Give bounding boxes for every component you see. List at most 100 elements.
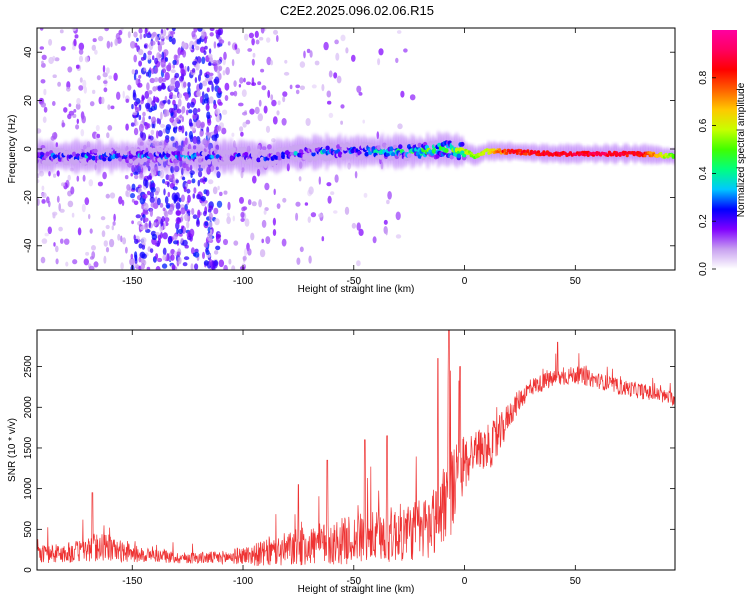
noise-point (48, 56, 54, 65)
noise-point (229, 91, 235, 96)
noise-point (149, 77, 155, 84)
noise-point (164, 72, 170, 81)
noise-point (208, 179, 214, 185)
noise-point (84, 56, 89, 63)
noise-point (155, 36, 159, 43)
noise-point (192, 193, 196, 199)
ridge-point (238, 156, 243, 161)
noise-point (131, 183, 136, 191)
noise-point (323, 41, 329, 51)
noise-point (70, 186, 75, 195)
noise-point (255, 39, 260, 45)
ridge-point (275, 151, 281, 157)
x-tick-label: -150 (122, 576, 142, 587)
noise-point (176, 251, 181, 256)
noise-point (40, 256, 46, 264)
noise-point (89, 228, 93, 234)
x-tick-label: -150 (122, 276, 142, 287)
noise-point (202, 80, 208, 87)
noise-point (228, 258, 232, 265)
noise-point (148, 31, 151, 35)
noise-point (223, 190, 228, 195)
ridge-point (391, 152, 396, 157)
noise-point (187, 86, 191, 95)
ridge-point (433, 140, 438, 145)
noise-point (78, 42, 85, 51)
noise-point (71, 212, 75, 218)
noise-point (247, 199, 252, 206)
ridge-point (274, 159, 279, 164)
noise-point (272, 217, 276, 226)
noise-point (201, 31, 205, 40)
noise-point (169, 117, 175, 123)
noise-point (299, 61, 306, 68)
noise-point (240, 131, 244, 137)
noise-point (170, 254, 175, 261)
noise-point (178, 233, 183, 237)
noise-point (172, 59, 177, 66)
noise-point (201, 91, 205, 99)
noise-point (88, 179, 94, 187)
ridge-point (259, 156, 265, 162)
noise-point (205, 131, 211, 136)
noise-point (239, 196, 244, 204)
noise-point (156, 240, 160, 247)
noise-point (308, 255, 312, 264)
noise-point (182, 49, 187, 58)
colorbar-scale (712, 30, 737, 269)
ridge-point (45, 151, 50, 157)
noise-point (231, 265, 236, 270)
noise-point (66, 86, 71, 92)
noise-point (265, 236, 271, 245)
noise-point (157, 197, 161, 206)
noise-point (225, 66, 230, 76)
noise-point (197, 209, 201, 219)
noise-point (203, 210, 207, 217)
noise-point (166, 204, 170, 209)
noise-point (40, 102, 46, 108)
noise-point (191, 178, 196, 184)
noise-point (304, 202, 309, 206)
noise-point (177, 256, 182, 265)
noise-point (245, 119, 251, 125)
noise-point (174, 80, 180, 89)
noise-point (131, 104, 134, 110)
noise-point (173, 251, 178, 257)
noise-point (273, 29, 278, 35)
noise-point (179, 114, 183, 119)
noise-point (75, 103, 81, 110)
spectrogram-ridge (37, 130, 675, 177)
noise-point (187, 179, 192, 185)
noise-point (180, 68, 186, 75)
noise-point (223, 51, 227, 60)
noise-point (233, 90, 238, 97)
noise-point (257, 113, 263, 122)
noise-point (162, 247, 167, 256)
noise-point (218, 65, 223, 72)
noise-point (213, 63, 218, 72)
ridge-point (247, 158, 252, 164)
noise-point (192, 214, 198, 219)
noise-point (252, 175, 257, 184)
noise-point (195, 63, 199, 71)
noise-point (340, 104, 345, 109)
noise-point (400, 90, 405, 98)
noise-point (155, 253, 159, 260)
noise-point (67, 174, 71, 181)
noise-point (395, 211, 401, 221)
noise-point (181, 125, 185, 134)
noise-point (194, 77, 198, 83)
noise-point (254, 106, 260, 115)
noise-point (241, 89, 247, 97)
ridge-point (503, 148, 507, 152)
noise-point (328, 70, 333, 78)
noise-point (143, 217, 149, 223)
noise-point (138, 123, 144, 133)
noise-point (176, 228, 179, 235)
ridge-point (332, 145, 337, 151)
ridge-point (671, 155, 675, 159)
noise-point (179, 63, 184, 69)
noise-point (334, 39, 339, 45)
noise-point (74, 34, 79, 39)
noise-point (162, 232, 168, 240)
